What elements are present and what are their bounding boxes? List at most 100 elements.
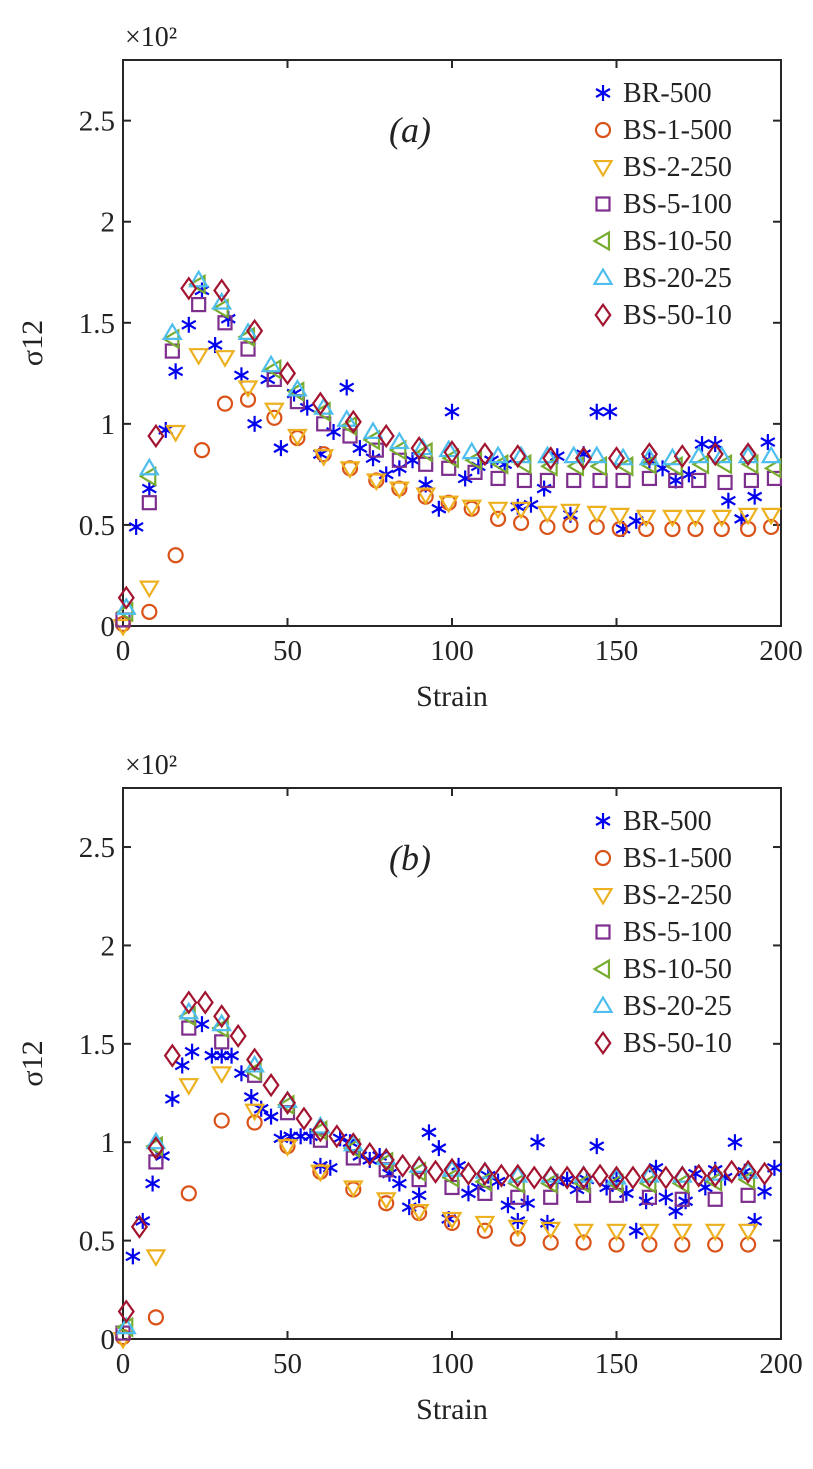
data-point: [441, 1159, 463, 1177]
data-point: [391, 1175, 407, 1192]
data-point: [766, 1159, 782, 1176]
data-point: [575, 1165, 593, 1190]
data-point: [543, 1189, 559, 1205]
data-point: [148, 1154, 164, 1170]
data-point: [536, 505, 558, 524]
data-point: [237, 326, 256, 348]
data-point: [638, 1193, 654, 1210]
series-BS-2-250: [112, 348, 782, 637]
data-point: [509, 1230, 526, 1247]
data-point: [216, 395, 234, 412]
data-point: [362, 421, 384, 439]
data-point: [128, 518, 144, 535]
data-point: [509, 1163, 527, 1188]
data-point: [474, 1215, 496, 1234]
data-point: [138, 580, 160, 599]
series-BS-20-25: [115, 269, 782, 615]
data-point: [737, 445, 759, 464]
data-point: [441, 1167, 460, 1189]
data-point: [737, 507, 759, 526]
data-point: [509, 444, 527, 469]
data-point: [443, 1157, 461, 1182]
data-point: [263, 402, 285, 421]
data-point: [167, 547, 184, 564]
legend: BR-500 BS-1-500 BS-2-250 BS-5-100 BS-10-50 BS…: [592, 806, 732, 1059]
data-point: [141, 603, 158, 620]
data-point: [575, 1234, 592, 1251]
y-tick-label: 0.5: [79, 1226, 115, 1258]
data-point: [336, 409, 358, 427]
data-point: [516, 472, 532, 489]
data-point: [266, 371, 282, 387]
data-point: [214, 1047, 230, 1064]
data-point: [243, 1088, 259, 1105]
data-point: [739, 1159, 757, 1184]
data-point: [747, 488, 763, 505]
data-point: [145, 1131, 167, 1150]
data-point: [224, 1047, 240, 1064]
data-point: [566, 472, 582, 489]
data-point: [375, 1192, 397, 1210]
legend-marker: [595, 924, 611, 940]
data-point: [638, 1164, 660, 1183]
data-point: [507, 1164, 529, 1183]
data-point: [740, 1187, 756, 1203]
data-point: [476, 1222, 493, 1239]
x-tick-label: 150: [595, 635, 639, 667]
data-point: [426, 1159, 445, 1184]
data-point: [342, 1133, 364, 1152]
series-BS-50-10: [117, 990, 774, 1324]
data-point: [391, 452, 407, 468]
data-point: [394, 1153, 412, 1178]
legend-marker: [592, 159, 614, 178]
data-point: [489, 510, 507, 527]
series-BS-1-500: [114, 1112, 757, 1346]
legend-marker: [595, 85, 611, 101]
data-point: [278, 1090, 297, 1115]
data-point: [615, 472, 631, 489]
legend-label: BS-5-100: [623, 189, 732, 220]
data-point: [178, 1001, 200, 1020]
data-point: [415, 441, 433, 463]
data-point: [615, 455, 634, 477]
data-point: [141, 495, 157, 511]
data-point: [673, 1165, 691, 1190]
data-point: [673, 444, 691, 469]
data-point: [707, 1191, 723, 1207]
y-tick-label: 1.5: [79, 1029, 115, 1061]
data-point: [706, 442, 724, 467]
data-point: [138, 457, 160, 476]
x-tick-label: 100: [430, 1348, 474, 1380]
data-point: [671, 1223, 693, 1242]
legend-marker: [595, 196, 611, 212]
series-BR-500: [125, 1016, 782, 1265]
data-point: [558, 1165, 576, 1190]
y-axis-label: σ12: [16, 1040, 49, 1086]
data-point: [490, 453, 509, 475]
data-point: [263, 1108, 279, 1125]
data-point: [415, 487, 437, 506]
y-tick-label: 0: [101, 1324, 116, 1356]
data-point: [713, 520, 730, 538]
data-point: [461, 499, 483, 518]
data-point: [560, 503, 581, 522]
data-point: [628, 1222, 644, 1239]
legend-marker: [592, 887, 614, 906]
legend-marker: [592, 958, 611, 980]
data-point: [763, 518, 780, 536]
data-point: [607, 446, 626, 471]
data-point: [657, 1165, 675, 1190]
x-tick-label: 50: [273, 635, 302, 667]
data-point: [342, 428, 358, 444]
y-tick-label: 2: [101, 207, 116, 239]
data-point: [365, 473, 387, 492]
data-point: [638, 1173, 657, 1194]
data-point: [388, 431, 410, 450]
y-tick-label: 1: [101, 409, 116, 441]
data-point: [690, 1163, 708, 1188]
data-point: [443, 1214, 461, 1231]
legend-marker: [594, 1030, 612, 1056]
data-point: [459, 1161, 478, 1186]
data-point: [328, 1124, 346, 1149]
